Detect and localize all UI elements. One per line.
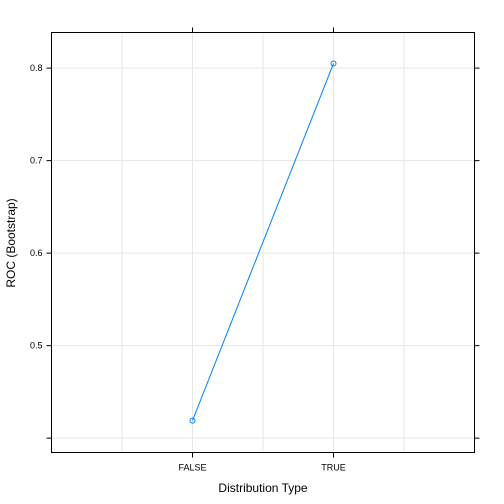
y-tick-label: 0.6 (30, 248, 43, 258)
series-roc (189, 60, 337, 424)
x-axis-title: Distribution Type (218, 481, 307, 495)
x-tick-label: FALSE (178, 463, 206, 473)
grid-lines (51, 32, 475, 453)
y-tick-label: 0.8 (30, 63, 43, 73)
data-point-marker (189, 417, 196, 424)
x-tick-label: TRUE (321, 463, 346, 473)
series-line (192, 63, 334, 421)
axis-ticks: FALSE TRUE 0.5 0.6 0.7 0.8 (30, 27, 480, 473)
y-tick-label: 0.7 (30, 156, 43, 166)
y-tick-label: 0.5 (30, 341, 43, 351)
y-axis-title: ROC (Bootstrap) (4, 198, 18, 287)
data-point-marker (330, 60, 337, 67)
plot-frame (51, 32, 475, 453)
